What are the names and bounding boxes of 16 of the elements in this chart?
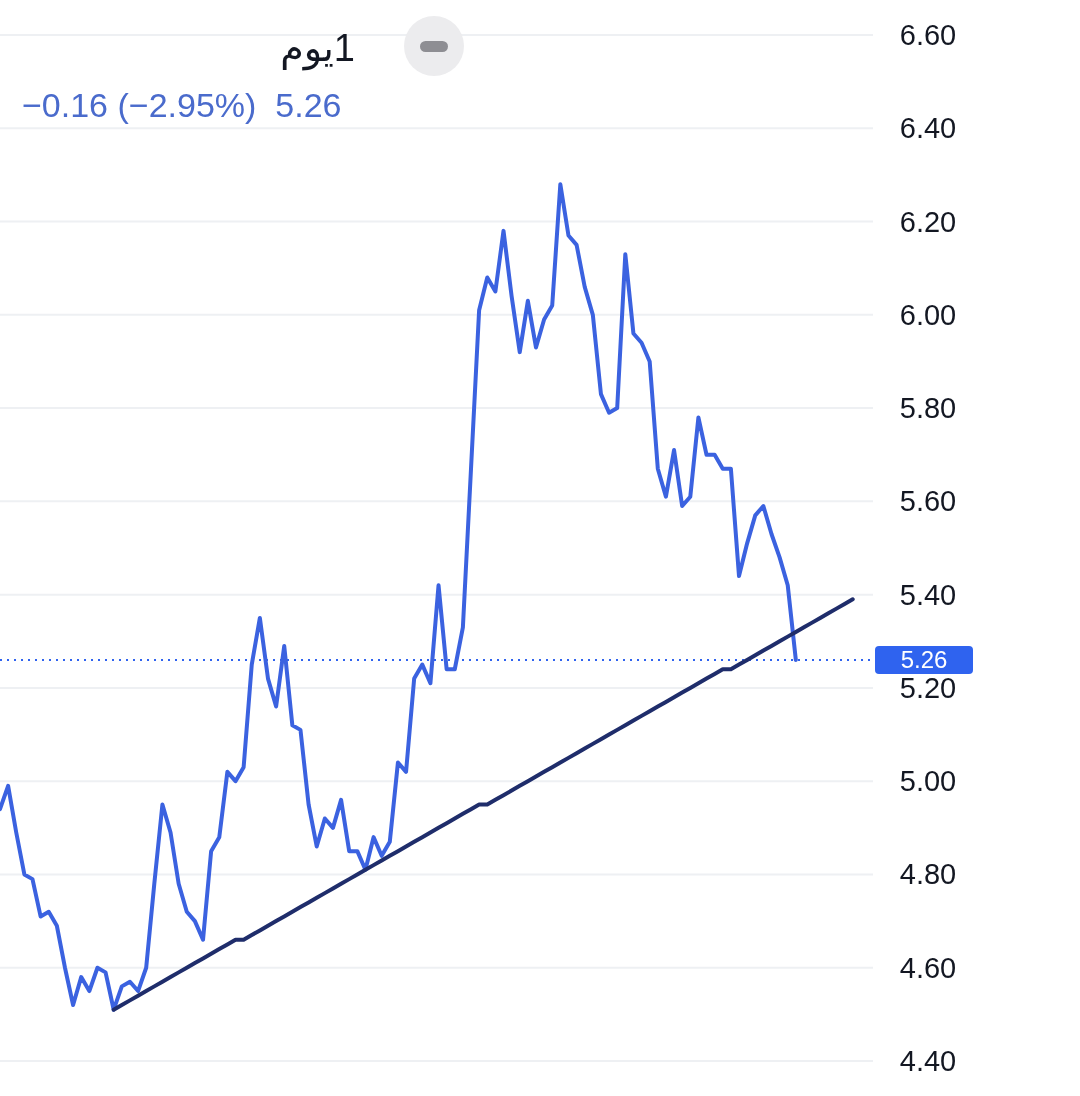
subtitle: −0.16 (−2.95%) 5.26 bbox=[22, 86, 342, 124]
y-tick-label: 5.60 bbox=[899, 485, 957, 518]
ref-line-label: 5.26 bbox=[900, 646, 948, 674]
y-tick-label: 6.20 bbox=[899, 205, 957, 238]
y-tick-label: 6.00 bbox=[899, 298, 957, 331]
y-tick-label: 6.60 bbox=[899, 19, 957, 51]
y-tick-label: 4.40 bbox=[899, 1045, 957, 1077]
y-tick-label: 4.60 bbox=[899, 951, 957, 984]
y-tick-label: 5.40 bbox=[899, 578, 957, 611]
y-tick-label: 4.80 bbox=[899, 858, 957, 891]
y-tick-label: 6.40 bbox=[899, 112, 957, 145]
y-tick-label: 5.00 bbox=[899, 765, 957, 798]
price-label: 5.26 bbox=[875, 645, 973, 674]
y-tick-label: 5.80 bbox=[899, 392, 957, 425]
title: 1يوم bbox=[280, 27, 355, 69]
y-tick-label: 5.20 bbox=[899, 671, 957, 704]
